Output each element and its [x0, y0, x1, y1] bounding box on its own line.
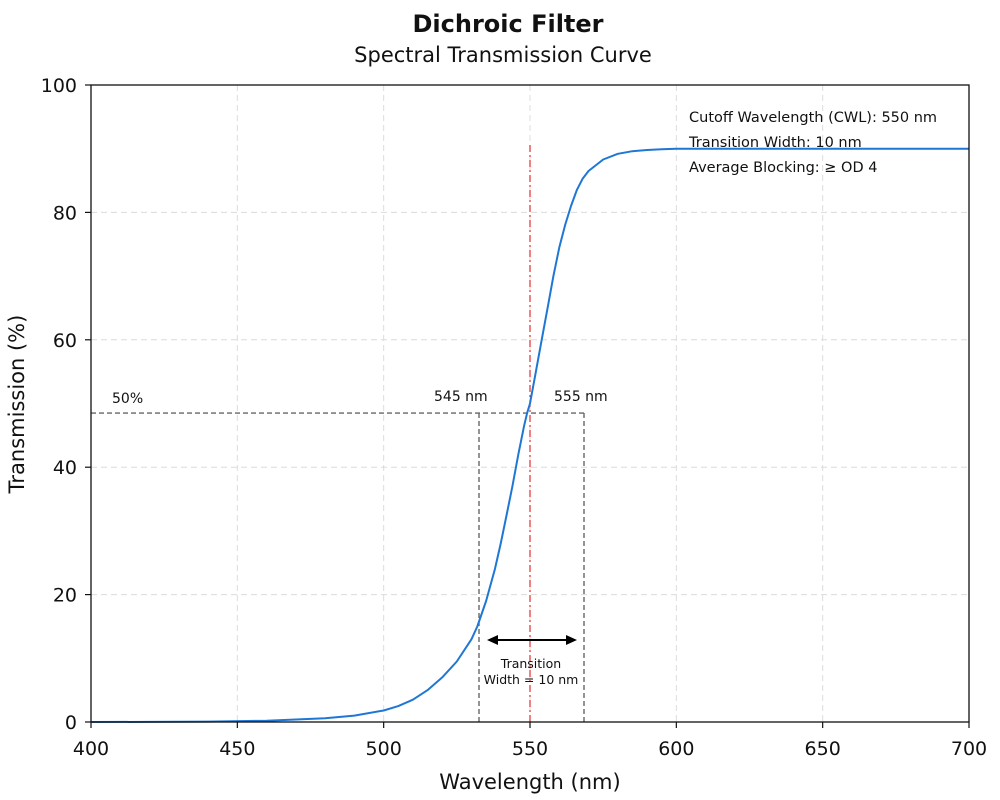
y-tick-label: 60 [53, 330, 77, 352]
marker-545-label: 545 nm [434, 389, 488, 405]
info-line-cwl: Cutoff Wavelength (CWL): 550 nm [689, 110, 937, 126]
transition-arrow-left-head [487, 635, 498, 645]
x-tick-label: 500 [366, 738, 402, 760]
info-box: Cutoff Wavelength (CWL): 550 nm Transiti… [688, 110, 937, 176]
series-line-0 [90, 147, 969, 723]
transition-arrow-right-head [566, 635, 577, 645]
y-tick-label: 0 [65, 712, 77, 734]
info-line-blocking: Average Blocking: ≥ OD 4 [689, 160, 877, 176]
series-layer [90, 147, 969, 723]
x-tick-label: 600 [658, 738, 694, 760]
x-tick-label: 650 [805, 738, 841, 760]
axis-ticks: 400 450 500 550 600 650 700 0 20 40 60 80 100 [41, 75, 987, 760]
y-tick-label: 40 [53, 457, 77, 479]
reference-lines [91, 145, 585, 722]
x-tick-label: 450 [219, 738, 255, 760]
chart-subtitle: Spectral Transmission Curve [354, 43, 652, 67]
info-line-transition: Transition Width: 10 nm [688, 135, 862, 151]
x-tick-label: 400 [73, 738, 109, 760]
transition-label-line2: Width = 10 nm [484, 672, 579, 687]
transition-label-line1: Transition [500, 656, 561, 671]
y-tick-label: 80 [53, 202, 77, 224]
x-axis-label: Wavelength (nm) [439, 770, 620, 794]
x-tick-label: 550 [512, 738, 548, 760]
y-axis-label: Transmission (%) [5, 315, 29, 495]
chart-title: Dichroic Filter [412, 10, 603, 38]
y-tick-label: 100 [41, 75, 77, 97]
fifty-percent-label: 50% [112, 391, 143, 407]
marker-555-label: 555 nm [554, 389, 608, 405]
x-tick-label: 700 [951, 738, 987, 760]
y-tick-label: 20 [53, 585, 77, 607]
